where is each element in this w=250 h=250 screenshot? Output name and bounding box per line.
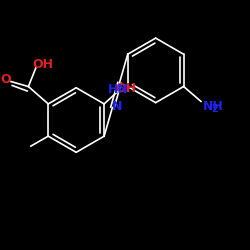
Text: OH: OH — [32, 58, 53, 71]
Text: NH: NH — [203, 100, 224, 114]
Text: O: O — [0, 73, 11, 86]
Text: HN: HN — [108, 83, 128, 96]
Text: OH: OH — [116, 82, 136, 95]
Text: N: N — [112, 100, 122, 113]
Text: 2: 2 — [212, 104, 218, 114]
